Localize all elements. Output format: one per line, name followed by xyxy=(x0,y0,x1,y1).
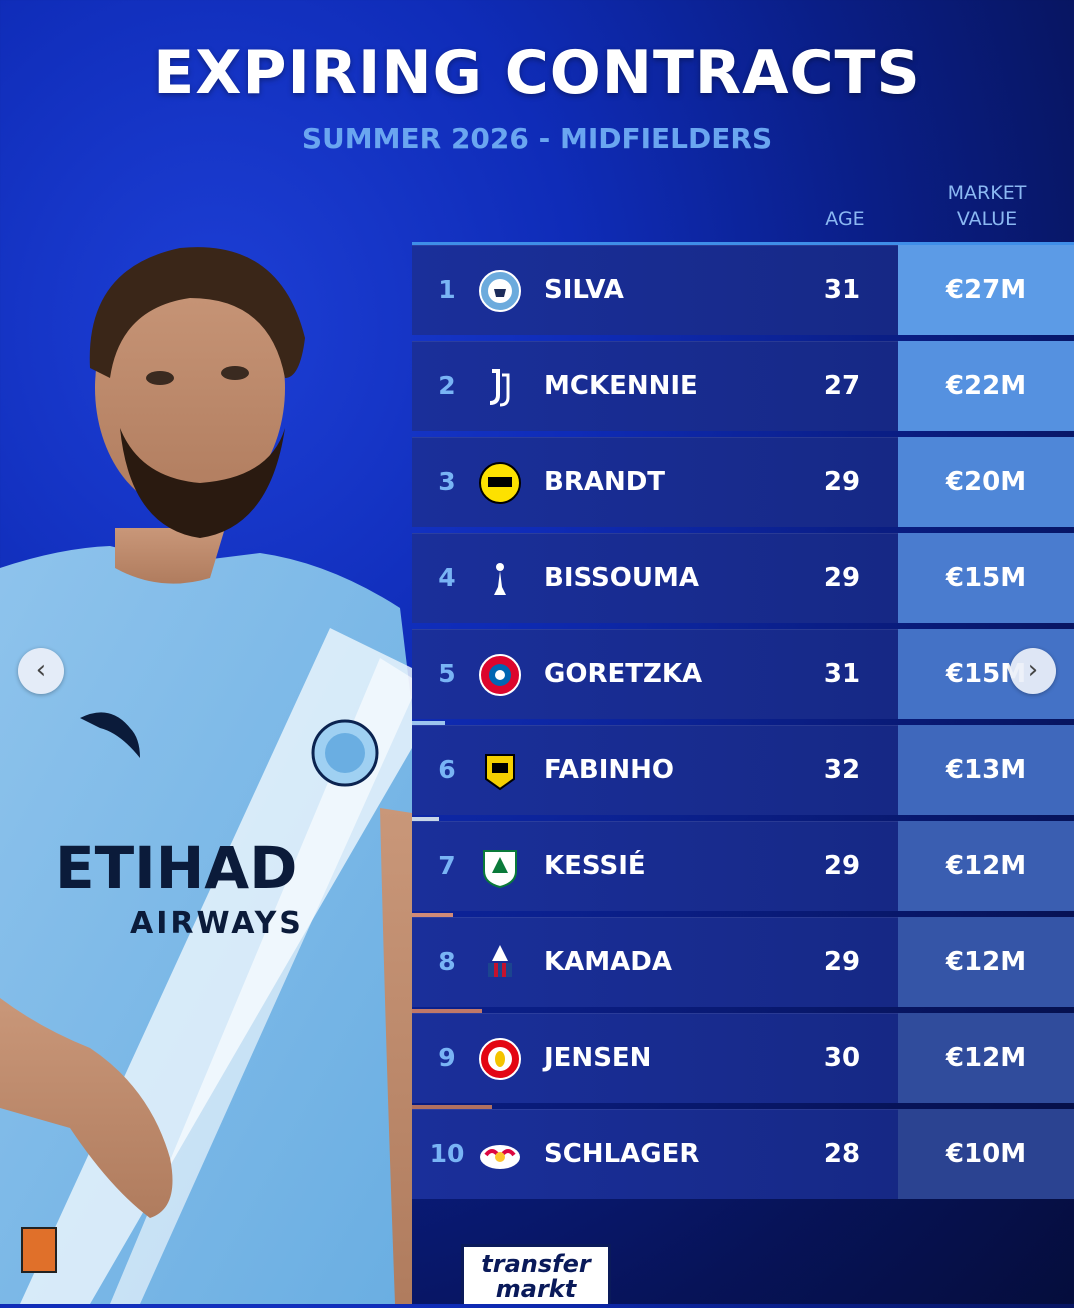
table-row: 4 BISSOUMA 29 €15M xyxy=(412,533,1074,623)
player-age: 29 xyxy=(823,563,861,593)
bayern-crest-icon xyxy=(478,653,522,697)
column-header-market-value: MARKET VALUE xyxy=(900,180,1074,232)
chevron-right-icon: › xyxy=(1027,655,1039,685)
chevron-left-icon: ‹ xyxy=(35,655,47,685)
carousel-prev-button[interactable]: ‹ xyxy=(18,648,64,694)
rank-number: 5 xyxy=(438,659,456,688)
leipzig-crest-icon xyxy=(478,1133,522,1177)
logo-line2: markt xyxy=(495,1275,577,1303)
al-ahli-crest-icon xyxy=(478,845,522,889)
shirt-sponsor-sub-text: AIRWAYS xyxy=(130,906,304,941)
dortmund-crest-icon xyxy=(478,461,522,505)
player-age: 31 xyxy=(823,275,861,305)
market-value: €13M xyxy=(898,725,1074,815)
column-header-market-value-line2: VALUE xyxy=(956,208,1018,230)
table-row: 7 KESSIÉ 29 €12M xyxy=(412,821,1074,917)
player-age: 31 xyxy=(823,659,861,689)
table-row: 10 SCHLAGER 28 €10M xyxy=(412,1109,1074,1199)
table-row: 2 MCKENNIE 27 €22M xyxy=(412,341,1074,431)
table-row: 5 GORETZKA 31 €15M xyxy=(412,629,1074,725)
player-age: 29 xyxy=(823,467,861,497)
crystal-palace-crest-icon xyxy=(478,941,522,985)
player-name: KAMADA xyxy=(544,947,672,977)
rank-number: 8 xyxy=(438,947,456,976)
rank-number: 1 xyxy=(438,275,456,304)
table-row: 8 KAMADA 29 €12M xyxy=(412,917,1074,1013)
al-ittihad-crest-icon xyxy=(478,749,522,793)
tottenham-crest-icon xyxy=(478,557,522,601)
page-subtitle: SUMMER 2026 - MIDFIELDERS xyxy=(301,122,773,155)
row-divider-accent xyxy=(412,913,453,917)
player-age: 29 xyxy=(823,851,861,881)
column-header-age: AGE xyxy=(825,208,865,230)
market-value: €15M xyxy=(898,533,1074,623)
table-row: 3 BRANDT 29 €20M xyxy=(412,437,1074,527)
contracts-table: 1 SILVA 31 €27M 2 MCKENNIE 27 €22M 3 BRANDT 29 €20M… xyxy=(412,242,1074,1205)
market-value: €20M xyxy=(898,437,1074,527)
rank-number: 6 xyxy=(438,755,456,784)
table-row: 9 JENSEN 30 €12M xyxy=(412,1013,1074,1109)
player-age: 27 xyxy=(823,371,861,401)
man-city-crest-icon xyxy=(478,269,522,313)
player-name: JENSEN xyxy=(544,1043,652,1073)
row-divider-accent xyxy=(412,1105,492,1109)
rank-number: 10 xyxy=(429,1139,465,1168)
rank-number: 4 xyxy=(438,563,456,592)
player-name: BRANDT xyxy=(544,467,666,497)
rank-number: 3 xyxy=(438,467,456,496)
player-age: 28 xyxy=(823,1139,861,1169)
player-name: SILVA xyxy=(544,275,624,305)
column-header-market-value-line1: MARKET xyxy=(947,182,1027,204)
market-value: €22M xyxy=(898,341,1074,431)
brentford-crest-icon xyxy=(478,1037,522,1081)
rank-number: 9 xyxy=(438,1043,456,1072)
row-divider-accent xyxy=(412,817,439,821)
rank-number: 7 xyxy=(438,851,456,880)
row-divider-accent xyxy=(412,721,445,725)
player-age: 30 xyxy=(823,1043,861,1073)
player-name: MCKENNIE xyxy=(544,371,698,401)
page-title: EXPIRING CONTRACTS xyxy=(153,38,921,108)
market-value: €10M xyxy=(898,1109,1074,1199)
player-photo: ETIHAD AIRWAYS xyxy=(0,228,420,1304)
player-age: 32 xyxy=(823,755,861,785)
player-name: SCHLAGER xyxy=(544,1139,700,1169)
table-row: 1 SILVA 31 €27M xyxy=(412,242,1074,335)
row-divider-accent xyxy=(412,1009,482,1013)
logo-line1: transfer xyxy=(481,1250,591,1278)
player-name: KESSIÉ xyxy=(544,851,646,881)
carousel-next-button[interactable]: › xyxy=(1010,648,1056,694)
shirt-sponsor-text: ETIHAD xyxy=(55,834,297,902)
market-value: €27M xyxy=(898,245,1074,335)
juventus-crest-icon xyxy=(478,365,522,409)
player-name: GORETZKA xyxy=(544,659,703,689)
table-row: 6 FABINHO 32 €13M xyxy=(412,725,1074,821)
player-name: FABINHO xyxy=(544,755,675,785)
market-value: €12M xyxy=(898,821,1074,911)
market-value: €12M xyxy=(898,917,1074,1007)
player-name: BISSOUMA xyxy=(544,563,699,593)
transfermarkt-logo: transfer markt xyxy=(461,1244,611,1304)
market-value: €12M xyxy=(898,1013,1074,1103)
rank-number: 2 xyxy=(438,371,456,400)
player-age: 29 xyxy=(823,947,861,977)
